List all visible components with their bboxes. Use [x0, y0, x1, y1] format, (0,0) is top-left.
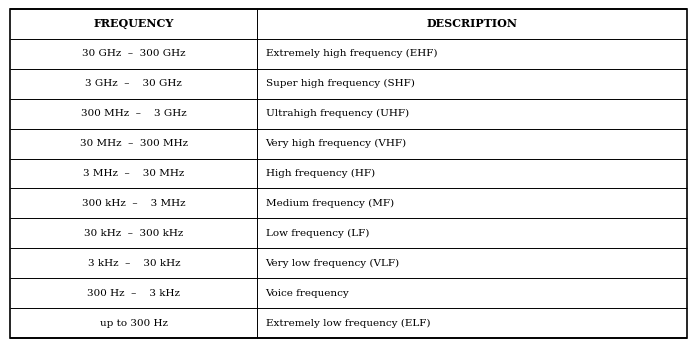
Text: 30 GHz  –  300 GHz: 30 GHz – 300 GHz: [82, 49, 185, 58]
Text: 300 MHz  –    3 GHz: 300 MHz – 3 GHz: [81, 109, 187, 118]
Text: FREQUENCY: FREQUENCY: [93, 18, 174, 29]
Text: 3 MHz  –    30 MHz: 3 MHz – 30 MHz: [83, 169, 185, 178]
Text: Very high frequency (VHF): Very high frequency (VHF): [266, 139, 407, 148]
Text: Voice frequency: Voice frequency: [266, 289, 349, 298]
Text: Extremely low frequency (ELF): Extremely low frequency (ELF): [266, 319, 430, 328]
Text: up to 300 Hz: up to 300 Hz: [100, 319, 168, 328]
Text: Super high frequency (SHF): Super high frequency (SHF): [266, 79, 415, 88]
Text: Ultrahigh frequency (UHF): Ultrahigh frequency (UHF): [266, 109, 408, 118]
Text: Extremely high frequency (EHF): Extremely high frequency (EHF): [266, 49, 437, 58]
Text: Medium frequency (MF): Medium frequency (MF): [266, 199, 394, 208]
Text: 3 GHz  –    30 GHz: 3 GHz – 30 GHz: [86, 79, 183, 88]
Text: Very low frequency (VLF): Very low frequency (VLF): [266, 259, 399, 268]
Text: 300 Hz  –    3 kHz: 300 Hz – 3 kHz: [87, 289, 181, 298]
Text: DESCRIPTION: DESCRIPTION: [427, 18, 517, 29]
Text: 300 kHz  –    3 MHz: 300 kHz – 3 MHz: [82, 199, 185, 208]
Text: Low frequency (LF): Low frequency (LF): [266, 229, 369, 238]
Text: 30 MHz  –  300 MHz: 30 MHz – 300 MHz: [79, 139, 188, 148]
Text: High frequency (HF): High frequency (HF): [266, 169, 375, 178]
Text: 30 kHz  –  300 kHz: 30 kHz – 300 kHz: [84, 229, 183, 238]
Text: 3 kHz  –    30 kHz: 3 kHz – 30 kHz: [88, 259, 180, 268]
